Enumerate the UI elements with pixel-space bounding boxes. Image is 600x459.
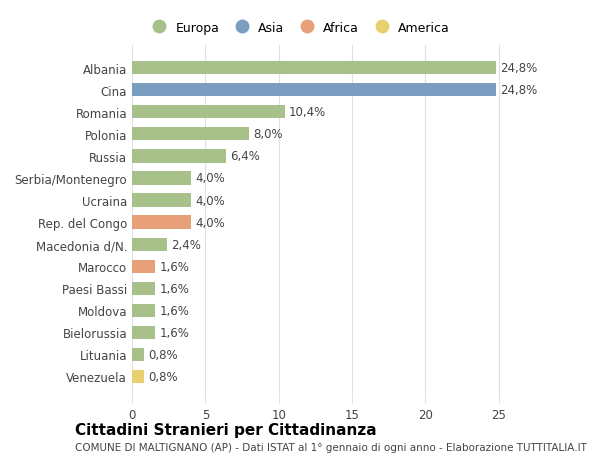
Text: 1,6%: 1,6% <box>160 282 190 295</box>
Bar <box>132 238 167 251</box>
Bar <box>132 150 226 163</box>
Bar <box>132 304 155 317</box>
Bar <box>132 172 191 185</box>
Text: 1,6%: 1,6% <box>160 326 190 339</box>
Text: 0,8%: 0,8% <box>148 370 178 383</box>
Text: 2,4%: 2,4% <box>172 238 202 251</box>
Bar <box>132 348 144 361</box>
Bar <box>132 106 284 119</box>
Text: 4,0%: 4,0% <box>195 172 225 185</box>
Bar <box>132 326 155 339</box>
Text: 6,4%: 6,4% <box>230 150 260 163</box>
Bar <box>132 84 496 97</box>
Text: 1,6%: 1,6% <box>160 304 190 317</box>
Legend: Europa, Asia, Africa, America: Europa, Asia, Africa, America <box>142 17 455 40</box>
Bar <box>132 216 191 229</box>
Bar <box>132 370 144 383</box>
Bar <box>132 62 496 75</box>
Text: 10,4%: 10,4% <box>289 106 326 119</box>
Bar <box>132 282 155 295</box>
Bar <box>132 194 191 207</box>
Text: COMUNE DI MALTIGNANO (AP) - Dati ISTAT al 1° gennaio di ogni anno - Elaborazione: COMUNE DI MALTIGNANO (AP) - Dati ISTAT a… <box>75 442 587 452</box>
Bar <box>132 260 155 273</box>
Text: 24,8%: 24,8% <box>500 62 538 75</box>
Bar <box>132 128 250 141</box>
Text: 24,8%: 24,8% <box>500 84 538 97</box>
Text: 4,0%: 4,0% <box>195 216 225 229</box>
Text: 1,6%: 1,6% <box>160 260 190 273</box>
Text: 4,0%: 4,0% <box>195 194 225 207</box>
Text: 8,0%: 8,0% <box>254 128 283 141</box>
Text: 0,8%: 0,8% <box>148 348 178 361</box>
Text: Cittadini Stranieri per Cittadinanza: Cittadini Stranieri per Cittadinanza <box>75 422 377 437</box>
